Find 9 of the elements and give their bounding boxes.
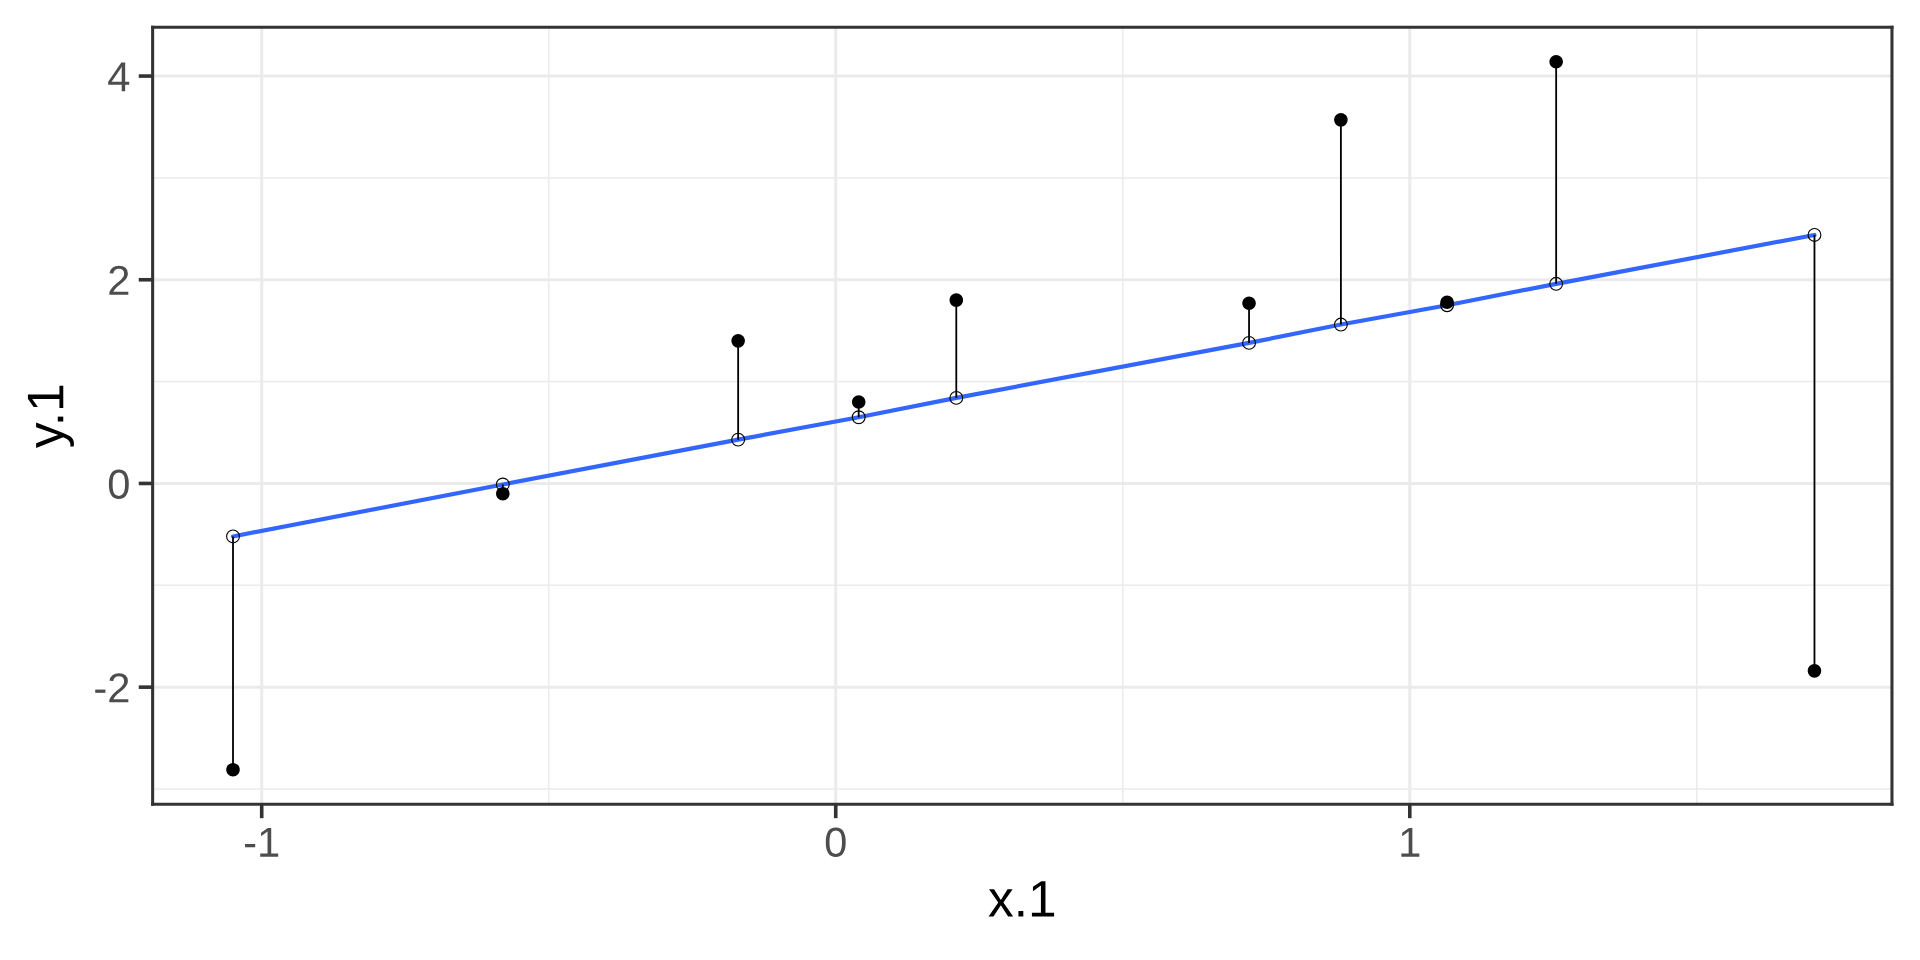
y-tick-label: 0 (108, 469, 129, 499)
x-tick-label: 1 (1401, 828, 1420, 857)
x-tick-label: -1 (245, 828, 279, 857)
x-tick-label: 0 (825, 827, 846, 858)
y-axis-title: y.1 (27, 385, 74, 448)
y-tick-label: 4 (108, 62, 130, 92)
y-tick-label: -2 (95, 673, 129, 703)
x-axis-title: x.1 (988, 881, 1055, 917)
y-tick-label: 2 (109, 265, 129, 295)
